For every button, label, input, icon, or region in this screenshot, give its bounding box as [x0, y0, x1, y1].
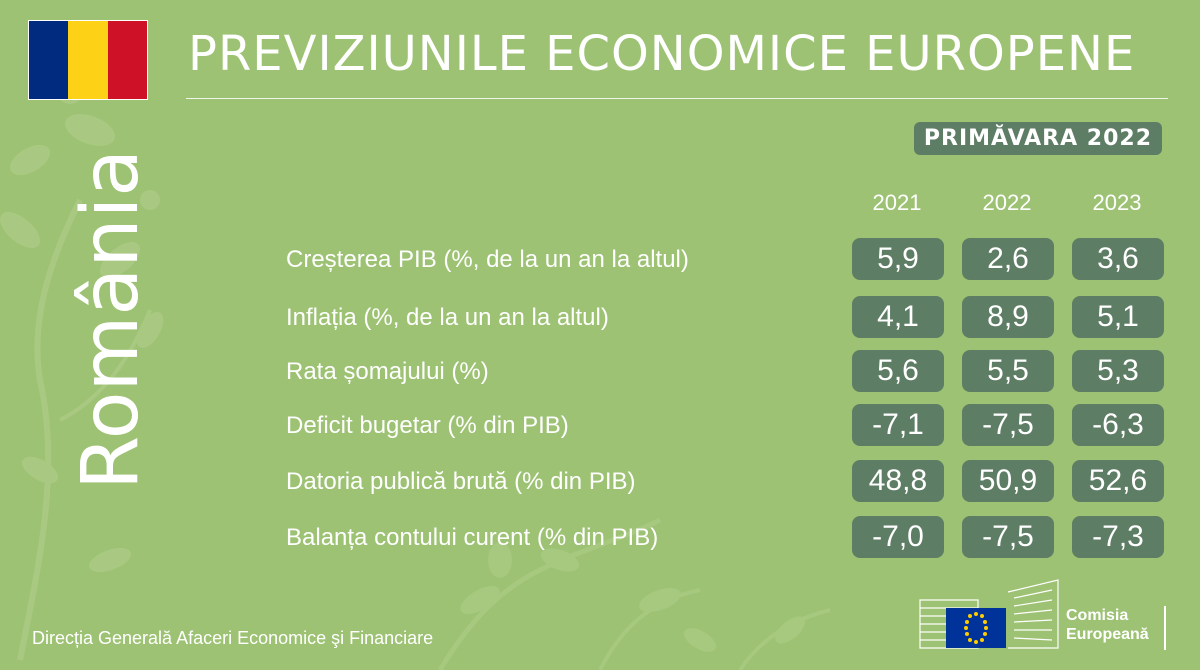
table-row: Creșterea PIB (%, de la un an la altul) …: [286, 238, 1166, 282]
country-name: România: [66, 148, 156, 490]
indicator-label: Creșterea PIB (%, de la un an la altul): [286, 246, 689, 273]
season-badge: PRIMĂVARA 2022: [913, 122, 1162, 155]
value-badge: 5,5: [962, 350, 1054, 392]
flag-stripe-red: [107, 21, 147, 99]
value-badge: -7,5: [962, 516, 1054, 558]
table-row: Datoria publică brută (% din PIB) 48,8 5…: [286, 460, 1166, 504]
table-row: Balanța contului curent (% din PIB) -7,0…: [286, 516, 1166, 560]
indicator-label: Datoria publică brută (% din PIB): [286, 468, 636, 495]
romania-flag: [28, 20, 148, 100]
table-row: Inflația (%, de la un an la altul) 4,1 8…: [286, 296, 1166, 340]
indicator-label: Deficit bugetar (% din PIB): [286, 412, 569, 439]
value-badge: 50,9: [962, 460, 1054, 502]
ec-logo-line: Europeană: [1066, 626, 1149, 643]
year-header: 2021: [872, 190, 922, 215]
value-badge: 4,1: [852, 296, 944, 338]
flag-stripe-yellow: [68, 21, 108, 99]
ec-logo-text: Comisia Europeană: [1066, 606, 1149, 644]
value-badge: 52,6: [1072, 460, 1164, 502]
value-badge: 5,9: [852, 238, 944, 280]
value-badge: 5,6: [852, 350, 944, 392]
year-header: 2022: [982, 190, 1032, 215]
ec-logo-divider: [1164, 606, 1166, 650]
value-badge: -7,1: [852, 404, 944, 446]
indicator-label: Inflația (%, de la un an la altul): [286, 304, 609, 331]
flag-stripe-blue: [29, 21, 69, 99]
ec-logo-line: Comisia: [1066, 607, 1129, 624]
value-badge: 8,9: [962, 296, 1054, 338]
page-title: PREVIZIUNILE ECONOMICE EUROPENE: [188, 26, 1136, 82]
table-row: Rata șomajului (%) 5,6 5,5 5,3: [286, 350, 1166, 394]
value-badge: 2,6: [962, 238, 1054, 280]
value-badge: -7,0: [852, 516, 944, 558]
value-badge: 3,6: [1072, 238, 1164, 280]
year-header: 2023: [1092, 190, 1142, 215]
value-badge: 5,3: [1072, 350, 1164, 392]
directorate-credit: Direcția Generală Afaceri Economice şi F…: [32, 628, 434, 648]
title-divider: [186, 98, 1168, 99]
year-header-row: 2021 2022 2023: [842, 190, 1172, 216]
value-badge: -6,3: [1072, 404, 1164, 446]
value-badge: 5,1: [1072, 296, 1164, 338]
value-badge: -7,3: [1072, 516, 1164, 558]
european-commission-logo: [919, 579, 1059, 649]
value-badge: -7,5: [962, 404, 1054, 446]
value-badge: 48,8: [852, 460, 944, 502]
eu-stars-icon: [964, 612, 988, 644]
table-row: Deficit bugetar (% din PIB) -7,1 -7,5 -6…: [286, 404, 1166, 448]
indicator-label: Balanța contului curent (% din PIB): [286, 524, 659, 551]
indicator-label: Rata șomajului (%): [286, 358, 489, 385]
